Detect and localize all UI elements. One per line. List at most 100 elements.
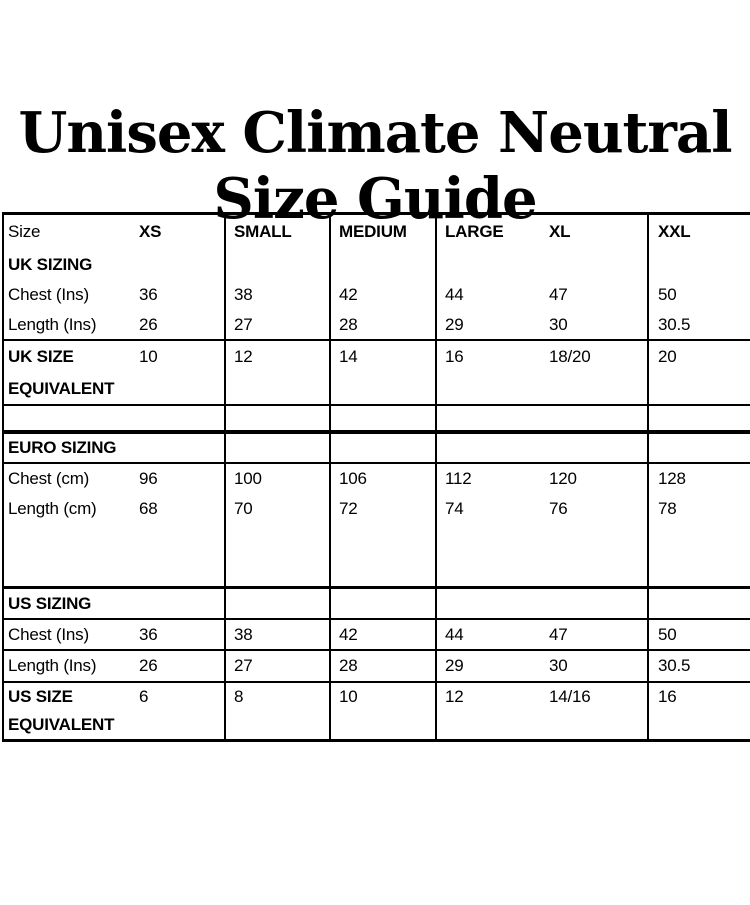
table-cell [226,406,331,430]
table-cell: 128 [658,469,686,488]
table-cell: 78 [658,499,677,518]
table-cell [226,524,331,586]
table-cell [649,711,750,739]
table-cell: 76 [547,494,649,524]
table-cell [137,406,226,430]
row-label: EQUIVALENT [8,715,115,734]
uk-sizing-block: Size XS SMALL MEDIUM LARGE XL XXL UK SIZ… [4,215,750,341]
table-cell: 47 [547,620,649,649]
table-cell [547,434,649,462]
table-cell [137,373,226,404]
table-cell: LARGE [445,222,504,241]
table-cell: MEDIUM [331,215,437,249]
row-label: Length (Ins) [8,315,97,334]
table-cell [226,711,331,739]
table-cell: 68 [137,494,226,524]
table-cell [331,524,437,586]
table-cell [331,406,437,430]
title-line-1: Unisex Climate Neutral [18,99,733,166]
table-cell: 30 [547,651,649,681]
table-cell [649,249,750,280]
section-label: US SIZING [8,594,92,613]
table-cell [649,434,750,462]
table-cell: 26 [137,310,226,339]
uk-length-row: Length (Ins) 26 27 28 29 30 30.5 [4,310,750,339]
size-guide-table: Size XS SMALL MEDIUM LARGE XL XXL UK SIZ… [2,212,750,742]
table-cell: 36 [137,280,226,310]
table-cell: 47 [547,280,649,310]
table-cell: 10 [331,683,437,711]
table-cell: 14 [331,341,437,373]
euro-sizing-header-block: EURO SIZING [4,432,750,464]
euro-filler-row [4,524,750,586]
table-cell: SMALL [226,215,331,249]
table-cell [226,249,331,280]
table-cell [331,373,437,404]
table-cell [331,434,437,462]
uk-equivalent-block: UK SIZE 10 12 14 16 18/20 20 EQUIVALENT [4,341,750,406]
table-cell: 18/20 [547,341,649,373]
table-cell [437,711,547,739]
uk-chest-row: Chest (Ins) 36 38 42 44 47 50 [4,280,750,310]
row-label: Length (Ins) [8,656,97,675]
table-cell: 106 [331,464,437,494]
table-cell [226,434,331,462]
table-cell [331,711,437,739]
table-cell: 96 [137,464,226,494]
table-cell [547,249,649,280]
row-label: Length (cm) [8,499,97,518]
table-cell [649,589,750,618]
section-label: UK SIZING [8,255,93,274]
table-cell: 30 [547,310,649,339]
table-cell: 12 [445,687,464,706]
row-label: US SIZE [8,687,73,706]
table-cell: 6 [137,683,226,711]
table-cell: 30.5 [658,656,691,675]
us-sizing-row: US SIZING [4,589,750,618]
table-cell [547,524,649,586]
table-cell [137,711,226,739]
table-cell: 27 [226,310,331,339]
table-cell [437,373,547,404]
table-cell: 30.5 [658,315,691,334]
table-cell [331,589,437,618]
table-cell [547,589,649,618]
table-cell [547,711,649,739]
euro-length-row: Length (cm) 68 70 72 74 76 78 [4,494,750,524]
table-cell: 26 [137,651,226,681]
us-sizing-header-block: US SIZING [4,589,750,620]
table-cell: XXL [658,222,691,241]
table-cell: 50 [658,625,677,644]
table-cell [437,524,547,586]
us-chest-block: Chest (Ins) 36 38 42 44 47 50 [4,620,750,651]
table-cell [226,589,331,618]
table-cell [226,373,331,404]
euro-chest-row: Chest (cm) 96 100 106 112 120 128 [4,464,750,494]
table-cell [547,406,649,430]
uk-sizing-label-row: UK SIZING [4,249,750,280]
table-cell: 36 [137,620,226,649]
table-cell: 38 [226,280,331,310]
empty-spacer-block [4,406,750,432]
row-label: UK SIZE [8,347,74,366]
table-cell: 16 [658,687,677,706]
table-cell [649,406,750,430]
table-cell: 42 [331,280,437,310]
row-label: Chest (cm) [8,469,90,488]
table-cell [547,373,649,404]
table-cell [437,589,547,618]
table-cell: 29 [445,315,464,334]
us-chest-row: Chest (Ins) 36 38 42 44 47 50 [4,620,750,649]
table-cell: 20 [658,347,677,366]
table-cell: 44 [445,285,464,304]
table-cell [137,589,226,618]
table-cell: XL [547,215,649,249]
table-cell: 50 [658,285,677,304]
table-cell [137,524,226,586]
table-cell: 10 [137,341,226,373]
table-cell [331,249,437,280]
table-cell: 16 [445,347,464,366]
us-equivalent-label2-row: EQUIVALENT [4,711,750,739]
empty-row [4,406,750,430]
